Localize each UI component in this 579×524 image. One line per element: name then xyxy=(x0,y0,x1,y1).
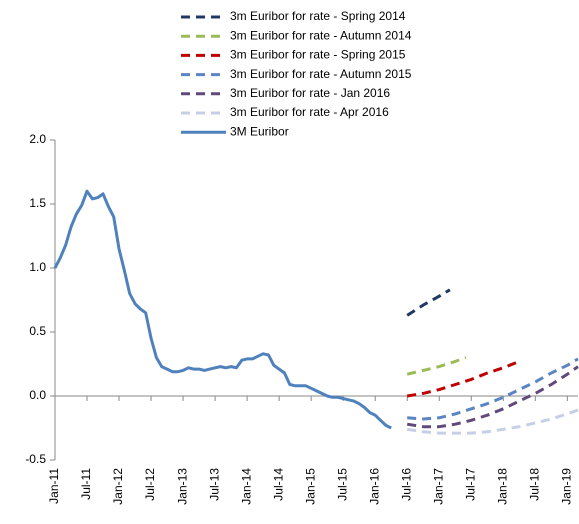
legend-label: 3m Euribor for rate - Apr 2016 xyxy=(230,105,389,119)
x-tick-label: Jan-18 xyxy=(495,468,509,505)
legend-label: 3m Euribor for rate - Spring 2015 xyxy=(230,48,406,62)
x-tick-label: Jan-19 xyxy=(559,468,573,505)
line xyxy=(406,360,520,398)
x-tick-label: Jul-15 xyxy=(335,468,349,501)
x-tick-label: Jul-11 xyxy=(79,468,93,500)
x-tick-label: Jan-15 xyxy=(303,468,317,505)
x-tick-label: Jul-14 xyxy=(271,468,285,501)
x-tick-label: Jul-12 xyxy=(143,468,157,501)
y-tick-label: 1.5 xyxy=(29,196,46,210)
legend-label: 3M Euribor xyxy=(230,124,289,138)
x-tick-label: Jan-14 xyxy=(239,468,253,505)
x-tick-label: Jan-11 xyxy=(47,468,61,504)
y-tick-label: 0.5 xyxy=(29,324,46,338)
line xyxy=(53,189,392,430)
legend-label: 3m Euribor for rate - Autumn 2015 xyxy=(230,67,412,81)
y-tick-label: 2.0 xyxy=(29,132,46,146)
x-tick-label: Jul-17 xyxy=(463,468,477,501)
line xyxy=(406,288,451,317)
x-tick-label: Jan-12 xyxy=(111,468,125,505)
line xyxy=(406,365,579,429)
x-tick-label: Jul-13 xyxy=(207,468,221,501)
y-tick-label: -0.5 xyxy=(25,452,46,466)
legend-label: 3m Euribor for rate - Autumn 2014 xyxy=(230,28,412,42)
y-tick-label: 0.0 xyxy=(29,388,46,402)
line xyxy=(406,356,467,376)
x-tick-label: Jan-16 xyxy=(367,468,381,505)
line xyxy=(406,408,579,435)
x-tick-label: Jul-16 xyxy=(399,468,413,501)
legend-label: 3m Euribor for rate - Jan 2016 xyxy=(230,86,390,100)
x-tick-label: Jan-13 xyxy=(175,468,189,505)
legend-label: 3m Euribor for rate - Spring 2014 xyxy=(230,9,406,23)
line xyxy=(407,357,579,421)
x-tick-label: Jul-18 xyxy=(527,468,541,501)
y-tick-label: 1.0 xyxy=(29,260,46,274)
x-tick-label: Jan-17 xyxy=(431,468,445,505)
